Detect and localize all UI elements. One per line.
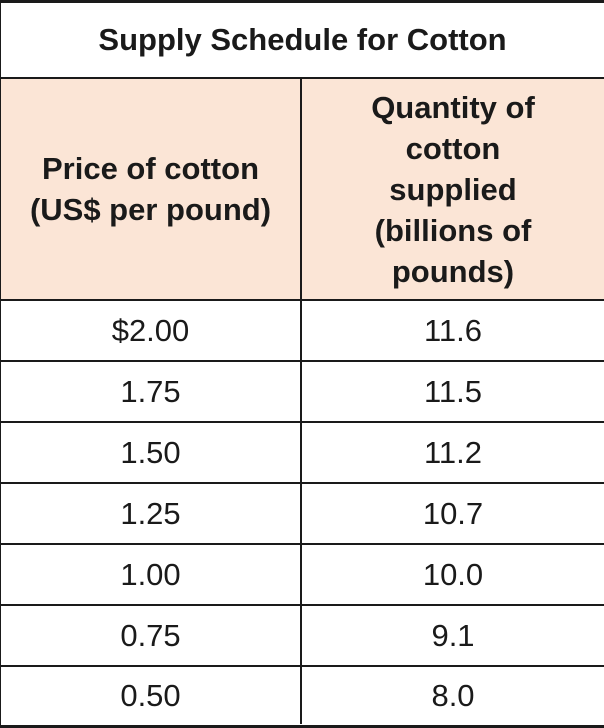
table-row: 1.50 11.2: [1, 421, 604, 484]
price-cell: 1.25: [1, 482, 302, 545]
quantity-cell: 11.5: [299, 360, 604, 423]
quantity-cell: 9.1: [299, 604, 604, 667]
price-cell: 0.75: [1, 604, 302, 667]
column-header-quantity-label: Quantity of cotton supplied (billions of…: [371, 89, 535, 289]
price-cell: 1.00: [1, 543, 302, 606]
price-cell: 1.50: [1, 421, 302, 484]
title-row: Supply Schedule for Cotton: [1, 3, 604, 79]
price-cell: 1.75: [1, 360, 302, 423]
column-header-quantity: Quantity of cotton supplied (billions of…: [299, 77, 604, 301]
column-header-price: Price of cotton (US$ per pound): [1, 77, 302, 301]
quantity-cell: 8.0: [299, 665, 604, 724]
table-row: 1.00 10.0: [1, 543, 604, 606]
quantity-cell: 11.2: [299, 421, 604, 484]
price-cell: 0.50: [1, 665, 302, 724]
supply-table: Supply Schedule for Cotton Price of cott…: [1, 3, 604, 724]
table-title: Supply Schedule for Cotton: [1, 3, 604, 79]
price-cell: $2.00: [1, 299, 302, 362]
quantity-cell: 10.7: [299, 482, 604, 545]
table-row: 0.50 8.0: [1, 665, 604, 724]
table-row: 0.75 9.1: [1, 604, 604, 667]
header-row: Price of cotton (US$ per pound) Quantity…: [1, 77, 604, 301]
quantity-cell: 11.6: [299, 299, 604, 362]
table-row: $2.00 11.6: [1, 299, 604, 362]
column-header-price-label: Price of cotton (US$ per pound): [29, 151, 272, 227]
table-row: 1.25 10.7: [1, 482, 604, 545]
quantity-cell: 10.0: [299, 543, 604, 606]
table-row: 1.75 11.5: [1, 360, 604, 423]
